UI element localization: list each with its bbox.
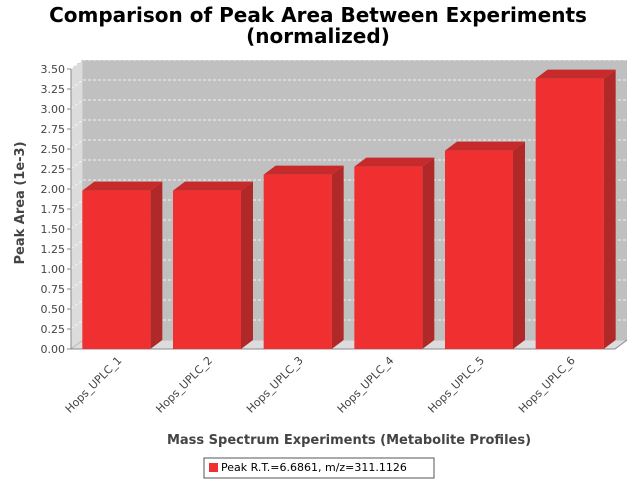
gridline-wall <box>70 299 84 310</box>
x-axis-label: Mass Spectrum Experiments (Metabolite Pr… <box>167 433 531 448</box>
bar <box>445 150 513 349</box>
bar-group <box>82 181 163 349</box>
x-tick-label: Hops_UPLC_2 <box>153 354 215 416</box>
gridline-wall <box>70 219 84 230</box>
chart-title-line-1: Comparison of Peak Area Between Experime… <box>49 3 587 27</box>
x-tick-label: Hops_UPLC_3 <box>244 354 306 416</box>
x-tick-label: Hops_UPLC_5 <box>425 354 487 416</box>
x-tick-label: Hops_UPLC_1 <box>63 354 125 416</box>
y-axis-label: Peak Area (1e-3) <box>13 141 28 264</box>
bar-group <box>263 165 344 349</box>
gridline-wall <box>70 319 84 330</box>
bar-top <box>173 181 253 191</box>
legend-swatch <box>209 463 218 472</box>
gridline-wall <box>70 159 84 170</box>
bar-side <box>513 141 525 349</box>
y-tick-label: 0.75 <box>41 283 66 296</box>
y-axis: 0.00 0.25 0.50 0.75 1.00 1.25 1.50 1.75 2.00 2.25… <box>41 63 72 356</box>
x-axis-depth-line <box>614 339 628 350</box>
bar-top <box>354 157 435 167</box>
legend: Peak R.T.=6.6861, m/z=311.1126 <box>203 457 435 479</box>
chart-title-line-2: (normalized) <box>246 24 390 48</box>
y-tick-label: 1.75 <box>41 203 66 216</box>
y-tick-label: 3.50 <box>41 63 66 76</box>
bar-top <box>535 69 616 79</box>
legend-box <box>203 457 435 479</box>
bar-side <box>422 157 435 349</box>
bar-side <box>331 165 344 349</box>
x-tick-label: Hops_UPLC_6 <box>516 354 578 416</box>
y-tick-label: 0.00 <box>41 343 66 356</box>
bar-side <box>241 181 253 349</box>
y-tick-label: 0.50 <box>41 303 66 316</box>
bar <box>173 190 241 349</box>
bar-group <box>173 181 253 349</box>
bar-group <box>445 141 525 349</box>
bar-top <box>82 181 163 191</box>
bar-group <box>354 157 435 349</box>
bar-top <box>263 165 344 175</box>
bar <box>535 78 604 349</box>
gridline-wall <box>70 59 84 70</box>
y-tick-label: 0.25 <box>41 323 66 336</box>
x-tick-label: Hops_UPLC_4 <box>335 354 397 416</box>
gridline-wall <box>70 139 84 150</box>
bar-top <box>445 141 525 151</box>
bar-series <box>82 69 616 349</box>
gridline-wall <box>70 119 84 130</box>
y-tick-label: 3.25 <box>41 83 66 96</box>
y-tick-label: 2.25 <box>41 163 66 176</box>
gridline-wall <box>70 239 84 250</box>
legend-label: Peak R.T.=6.6861, m/z=311.1126 <box>221 461 407 474</box>
x-axis: Hops_UPLC_1 Hops_UPLC_2 Hops_UPLC_3 Hops_UP… <box>63 339 628 416</box>
y-tick-label: 1.25 <box>41 243 66 256</box>
gridline-wall <box>70 259 84 270</box>
gridline-wall <box>70 179 84 190</box>
y-tick-label: 2.50 <box>41 143 66 156</box>
bar-side <box>603 69 616 349</box>
y-tick-label: 2.00 <box>41 183 66 196</box>
bar-side <box>150 181 163 349</box>
bar <box>82 190 151 349</box>
gridline-wall <box>70 79 84 90</box>
y-tick-label: 1.00 <box>41 263 66 276</box>
y-tick-label: 2.75 <box>41 123 66 136</box>
bar <box>263 174 332 349</box>
bar-group <box>535 69 616 349</box>
gridline-wall <box>70 99 84 110</box>
y-tick-label: 1.50 <box>41 223 66 236</box>
y-tick-label: 3.00 <box>41 103 66 116</box>
gridline-wall <box>70 199 84 210</box>
bar <box>354 166 423 349</box>
gridline-wall <box>70 279 84 290</box>
